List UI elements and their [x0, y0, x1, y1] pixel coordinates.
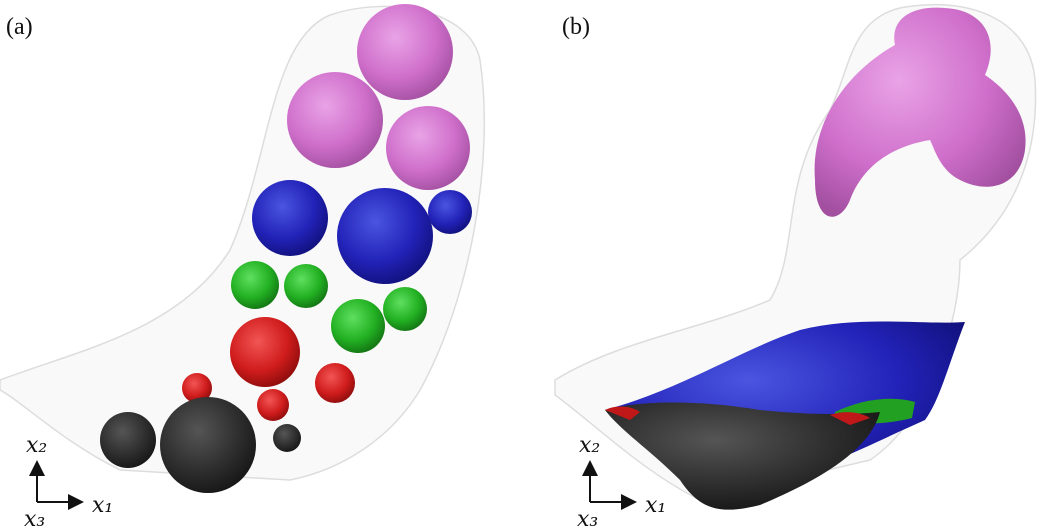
panel-label: (b): [562, 14, 590, 40]
axis-label: x₁: [92, 493, 113, 518]
panel-b: (b) x₂ x₁ x₃: [555, 5, 1036, 530]
axis-label: x₃: [24, 507, 45, 530]
axis-label: x₂: [26, 433, 47, 458]
panel-label: (a): [6, 14, 33, 40]
panel-a: (a) x₂ x₁ x₃: [0, 4, 484, 530]
axis-label: x₂: [579, 433, 600, 458]
axis-label: x₃: [577, 507, 598, 530]
figure: (a) x₂ x₁ x₃ (b) x₂ x₁ x₃: [0, 0, 1040, 530]
axis-label: x₁: [645, 493, 666, 518]
